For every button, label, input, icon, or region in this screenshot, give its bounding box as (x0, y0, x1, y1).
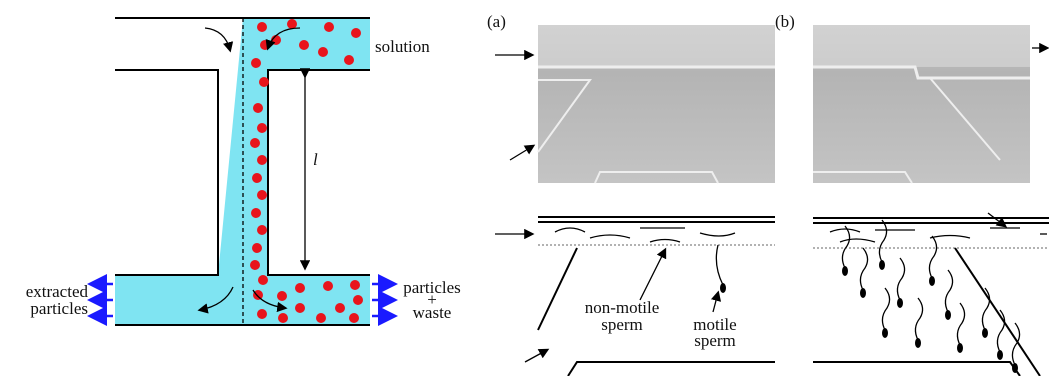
shape (268, 70, 370, 275)
shape (277, 291, 287, 301)
shape (295, 303, 305, 313)
shape (525, 350, 547, 362)
shape (897, 298, 903, 308)
shape (882, 288, 889, 330)
shape (720, 283, 726, 293)
shape (257, 123, 267, 133)
shape (997, 350, 1003, 360)
shape (316, 313, 326, 323)
shape (257, 155, 267, 165)
shape (882, 328, 888, 338)
shape (205, 28, 230, 50)
panel-b: (b) (775, 12, 1049, 376)
shape (915, 298, 922, 340)
shape (351, 28, 361, 38)
shape (945, 270, 952, 312)
shape (251, 58, 261, 68)
shape (813, 362, 1020, 376)
shape (860, 248, 867, 290)
shape (929, 236, 936, 278)
shape (252, 173, 262, 183)
shape (257, 22, 267, 32)
shape (957, 343, 963, 353)
shape (251, 208, 261, 218)
group (842, 220, 1020, 373)
panel-a: (a) non-motile sperm motile sperm (487, 12, 775, 376)
shape (250, 260, 260, 270)
shape (713, 293, 718, 312)
shape (349, 313, 359, 323)
shape (353, 295, 363, 305)
label: sperm (601, 315, 643, 334)
label: sperm (694, 331, 736, 350)
shape (830, 228, 1020, 242)
shape (252, 243, 262, 253)
shape (945, 310, 951, 320)
figure: solution l extracted particles particles… (0, 0, 1049, 376)
shape (538, 25, 775, 67)
shape (259, 77, 269, 87)
label: solution (375, 37, 430, 56)
shape (929, 276, 935, 286)
shape (344, 55, 354, 65)
shape (250, 138, 260, 148)
shape (258, 275, 268, 285)
shape (555, 228, 735, 242)
panel-label: (b) (775, 12, 795, 31)
panel-label: (a) (487, 12, 506, 31)
shape (716, 245, 723, 285)
shape (568, 362, 775, 376)
shape (860, 288, 866, 298)
shape (1012, 363, 1018, 373)
shape (323, 281, 333, 291)
shape (318, 47, 328, 57)
shape (324, 22, 334, 32)
shape (915, 338, 921, 348)
shape (957, 303, 964, 345)
shape (350, 280, 360, 290)
shape (640, 250, 665, 300)
shape (115, 70, 218, 275)
label: l (313, 150, 318, 169)
label: waste (413, 303, 452, 322)
shape (842, 226, 849, 268)
shape (988, 213, 1005, 226)
shape (257, 309, 267, 319)
shape (879, 260, 885, 270)
shape (897, 258, 904, 300)
shape (257, 190, 267, 200)
shape (287, 19, 297, 29)
shape (842, 266, 848, 276)
shape (299, 40, 309, 50)
label: particles (30, 299, 88, 318)
shape (257, 225, 267, 235)
shape (253, 103, 263, 113)
shape (879, 220, 886, 262)
shape (813, 25, 1030, 67)
shape (335, 303, 345, 313)
shape (538, 248, 577, 330)
shape (982, 328, 988, 338)
shape (278, 313, 288, 323)
shape (295, 283, 305, 293)
left-diagram: solution l extracted particles particles… (26, 18, 461, 325)
shape (510, 146, 533, 160)
